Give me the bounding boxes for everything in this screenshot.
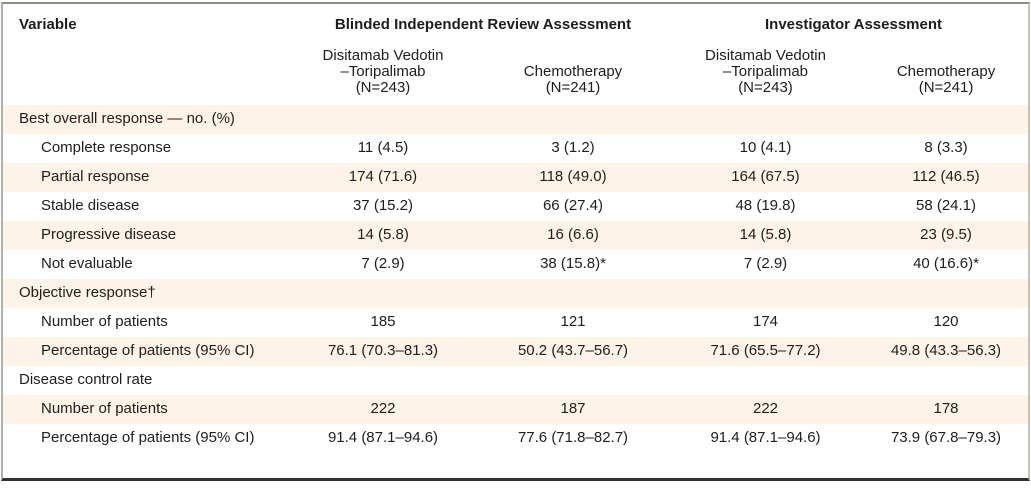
row-label: Progressive disease — [41, 226, 177, 243]
value-cell — [673, 279, 858, 308]
value-cell: 66 (27.4) — [542, 197, 604, 214]
value-cell: 187 — [560, 400, 586, 417]
value-cell — [473, 279, 673, 308]
subcolumn-header-row: Disitamab Vedotin –Toripalimab (N=243) C… — [3, 36, 1028, 105]
value-cell: 178 — [933, 400, 959, 417]
value-cell: 14 (5.8) — [739, 226, 792, 243]
value-cell: 49.8 (43.3–56.3) — [890, 342, 1002, 359]
value-cell: 91.4 (87.1–94.6) — [710, 429, 821, 446]
value-cell: 8 (3.3) — [924, 139, 968, 156]
table-row: Percentage of patients (95% CI) 91.4 (87… — [3, 424, 1028, 453]
table-row: Best overall response — no. (%) — [3, 105, 1028, 134]
row-label: Best overall response — no. (%) — [19, 110, 235, 127]
value-cell — [858, 366, 1028, 395]
subcolumn-header-empty — [3, 36, 293, 105]
table-row: Partial response 174 (71.6) 118 (49.0) 1… — [3, 163, 1028, 192]
value-cell: 222 — [370, 400, 396, 417]
column-header-variable: Variable — [19, 16, 77, 33]
value-cell — [473, 366, 673, 395]
value-cell — [858, 279, 1028, 308]
row-label: Not evaluable — [41, 255, 133, 272]
subcolumn-header-inv-disitamab: Disitamab Vedotin –Toripalimab (N=243) — [705, 47, 826, 96]
value-cell: 16 (6.6) — [547, 226, 599, 243]
row-label: Stable disease — [41, 197, 140, 214]
value-cell: 38 (15.8)* — [540, 255, 606, 272]
value-cell — [673, 105, 858, 134]
table-row: Not evaluable 7 (2.9) 38 (15.8)* 7 (2.9)… — [3, 250, 1028, 279]
table-row: Disease control rate — [3, 366, 1028, 395]
value-cell: 118 (49.0) — [539, 168, 607, 185]
group-header-blinded-independent-review: Blinded Independent Review Assessment — [334, 16, 632, 33]
table-row: Complete response 11 (4.5) 3 (1.2) 10 (4… — [3, 134, 1028, 163]
value-cell — [293, 105, 473, 134]
value-cell: 11 (4.5) — [357, 139, 409, 156]
results-table: Variable Blinded Independent Review Asse… — [3, 4, 1028, 453]
table-row: Number of patients 185 121 174 120 — [3, 308, 1028, 337]
value-cell: 73.9 (67.8–79.3) — [890, 429, 1002, 446]
value-cell — [293, 279, 473, 308]
value-cell: 14 (5.8) — [357, 226, 409, 243]
row-label: Number of patients — [41, 313, 168, 330]
table-row: Number of patients 222 187 222 178 — [3, 395, 1028, 424]
value-cell: 3 (1.2) — [551, 139, 595, 156]
table-row: Stable disease 37 (15.2) 66 (27.4) 48 (1… — [3, 192, 1028, 221]
value-cell — [473, 105, 673, 134]
value-cell: 120 — [933, 313, 959, 330]
row-label: Number of patients — [41, 400, 168, 417]
value-cell: 7 (2.9) — [743, 255, 788, 272]
value-cell — [858, 105, 1028, 134]
row-label: Objective response† — [19, 284, 156, 301]
value-cell: 121 — [560, 313, 586, 330]
value-cell: 174 — [752, 313, 779, 330]
table-row: Percentage of patients (95% CI) 76.1 (70… — [3, 337, 1028, 366]
value-cell: 77.6 (71.8–82.7) — [517, 429, 629, 446]
subcolumn-header-bira-disitamab: Disitamab Vedotin –Toripalimab (N=243) — [322, 47, 444, 96]
row-label: Percentage of patients (95% CI) — [41, 342, 255, 359]
subcolumn-header-inv-chemotherapy: Chemotherapy (N=241) — [896, 63, 996, 96]
value-cell: 76.1 (70.3–81.3) — [327, 342, 439, 359]
value-cell: 50.2 (43.7–56.7) — [517, 342, 629, 359]
value-cell — [673, 366, 858, 395]
table-row: Progressive disease 14 (5.8) 16 (6.6) 14… — [3, 221, 1028, 250]
group-header-investigator: Investigator Assessment — [765, 16, 943, 33]
value-cell: 7 (2.9) — [361, 255, 405, 272]
results-table-frame: Variable Blinded Independent Review Asse… — [1, 2, 1030, 481]
table-row: Objective response† — [3, 279, 1028, 308]
value-cell: 23 (9.5) — [920, 226, 972, 243]
row-label: Percentage of patients (95% CI) — [41, 429, 255, 446]
value-cell: 37 (15.2) — [352, 197, 414, 214]
value-cell: 10 (4.1) — [739, 139, 792, 156]
group-header-row: Variable Blinded Independent Review Asse… — [3, 4, 1028, 36]
value-cell: 174 (71.6) — [348, 168, 418, 185]
value-cell: 71.6 (65.5–77.2) — [710, 342, 821, 359]
value-cell: 185 — [370, 313, 396, 330]
row-label: Disease control rate — [19, 371, 153, 388]
value-cell: 40 (16.6)* — [913, 255, 979, 272]
value-cell: 91.4 (87.1–94.6) — [327, 429, 439, 446]
value-cell: 112 (46.5) — [912, 168, 980, 185]
value-cell: 222 — [752, 400, 779, 417]
value-cell: 164 (67.5) — [731, 168, 800, 185]
subcolumn-header-bira-chemotherapy: Chemotherapy (N=241) — [523, 63, 623, 96]
row-label: Complete response — [41, 139, 172, 156]
value-cell — [293, 366, 473, 395]
value-cell: 48 (19.8) — [735, 197, 796, 214]
value-cell: 58 (24.1) — [915, 197, 977, 214]
row-label: Partial response — [41, 168, 150, 185]
